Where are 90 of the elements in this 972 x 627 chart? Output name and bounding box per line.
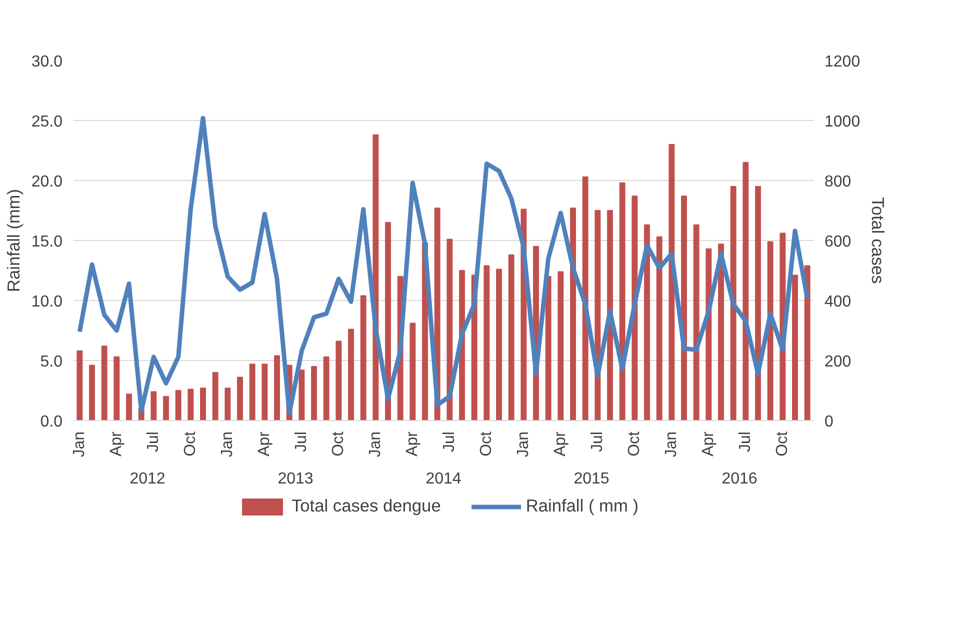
bar — [249, 364, 256, 420]
bar — [101, 346, 108, 420]
bar — [360, 295, 366, 420]
y-tick-label: 20.0 — [31, 174, 63, 190]
bar — [150, 391, 157, 420]
bar — [792, 274, 798, 420]
y2-tick-label: 1000 — [824, 114, 860, 130]
bar — [558, 271, 564, 420]
text: 2014 — [426, 470, 462, 488]
x-tick-label: Apr — [404, 430, 422, 456]
legend-label: Total cases dengue — [292, 496, 441, 516]
x-tick-label: Oct — [478, 430, 496, 456]
x-tick-label: Oct — [182, 430, 200, 456]
x-tick-label: Oct — [774, 430, 792, 456]
bar — [336, 340, 342, 420]
bar — [188, 388, 194, 420]
bar — [656, 236, 662, 420]
text: 2013 — [278, 470, 314, 488]
bar — [89, 364, 95, 420]
y-tick-label: 15.0 — [31, 234, 63, 250]
bar — [681, 196, 687, 420]
bar — [718, 244, 724, 420]
text: 2016 — [722, 470, 758, 488]
bar — [545, 276, 552, 420]
text: 2015 — [574, 470, 610, 488]
bar — [126, 394, 132, 420]
x-tick-label: Oct — [626, 430, 644, 456]
bar — [730, 186, 736, 420]
x-tick-label: Oct — [330, 430, 348, 456]
y-tick-label: 30.0 — [31, 54, 63, 70]
bar — [496, 268, 502, 420]
x-tick-label: Jan — [219, 432, 236, 458]
x-tick-label: Jul — [293, 432, 310, 452]
bar — [298, 370, 305, 420]
bar — [570, 208, 576, 420]
y-tick-label: 25.0 — [31, 114, 63, 130]
y2-tick-label: 400 — [824, 294, 852, 310]
bar — [311, 366, 317, 420]
x-tick-label: Apr — [256, 430, 274, 456]
y2-tick-label: 800 — [824, 174, 852, 190]
bar — [607, 210, 613, 420]
x-tick-label: Apr — [700, 430, 718, 456]
bar — [323, 356, 330, 420]
bar — [237, 376, 243, 420]
line-series — [77, 116, 810, 416]
y2-axis-title: Total cases — [868, 197, 888, 284]
bar — [348, 328, 354, 420]
bar — [508, 254, 514, 420]
x-tick-label: Jan — [71, 432, 88, 458]
x-tick-label: Apr — [552, 430, 570, 456]
y2-tick-label: 0 — [824, 414, 834, 430]
bar — [224, 388, 231, 420]
y-tick-label: 5.0 — [40, 354, 63, 370]
legend-label: Rainfall ( mm ) — [526, 496, 638, 516]
bar — [200, 388, 206, 420]
y2-tick-label: 200 — [824, 354, 852, 370]
y-tick-label: 10.0 — [31, 294, 63, 310]
bar — [742, 162, 749, 420]
bar — [212, 372, 218, 420]
bar — [262, 364, 268, 420]
x-tick-label: Jul — [589, 432, 606, 452]
x-tick-label: Jul — [737, 432, 754, 452]
x-tick-label: Jan — [515, 432, 532, 458]
y2-tick-label: 1200 — [824, 54, 860, 70]
bar — [582, 176, 588, 420]
bar — [114, 356, 120, 420]
bar — [274, 355, 280, 420]
bar — [446, 238, 453, 420]
bar — [385, 222, 391, 420]
x-tick-label: Apr — [108, 430, 126, 456]
bar — [410, 322, 416, 420]
bar — [668, 144, 675, 420]
x-tick-label: Jan — [663, 432, 680, 458]
bar — [175, 390, 182, 420]
bar — [484, 265, 490, 420]
bar — [619, 182, 626, 420]
bar — [163, 396, 169, 420]
x-tick-label: Jan — [367, 432, 384, 458]
text: 2012 — [130, 470, 166, 488]
bar — [693, 224, 700, 420]
x-tick-label: Jul — [145, 432, 162, 452]
x-tick-label: Jul — [441, 432, 458, 452]
bar — [767, 241, 774, 420]
y2-tick-label: 600 — [824, 234, 852, 250]
y-axis-title: Rainfall (mm) — [3, 188, 24, 292]
bar — [755, 186, 761, 420]
bar — [804, 265, 810, 420]
bar — [644, 224, 650, 420]
y-tick-label: 0.0 — [40, 414, 63, 430]
bar — [76, 350, 83, 420]
